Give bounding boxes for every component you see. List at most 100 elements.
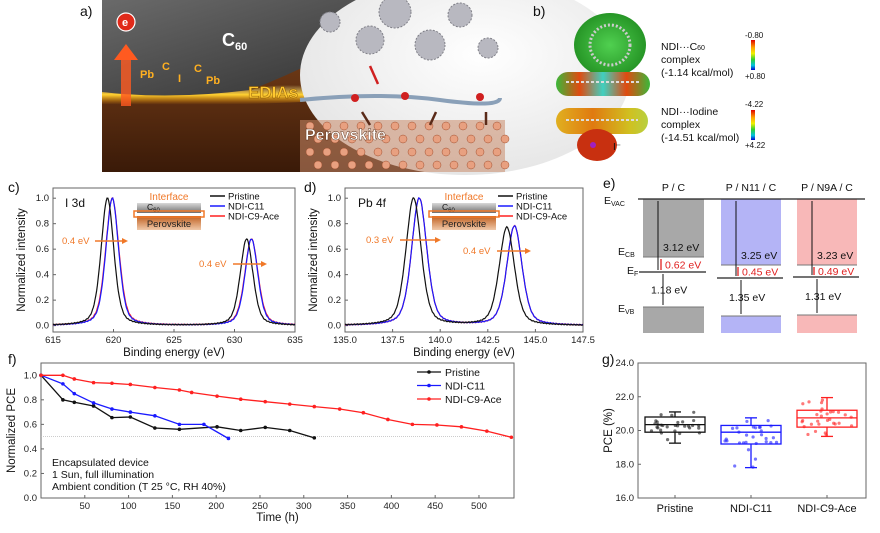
energy-level-label: EVB [618,303,635,316]
shift-label: 0.3 eV [366,235,394,246]
lattice-atom [466,134,476,144]
c60-molecule [319,11,341,33]
lattice-atom [390,147,400,157]
sample-point [670,413,674,417]
lattice-atom [500,160,510,170]
lattice-atom [458,121,468,131]
sample-point [809,422,814,426]
colorbar2-bottom: +4.22 [745,141,766,150]
sample-point [676,424,680,428]
y-tick-label: 0.8 [24,395,37,406]
series-line-ndi-c9-ace [41,374,512,438]
data-point [61,382,65,386]
y-tick-label: 0.2 [328,295,341,306]
y-tick-label: 0.4 [24,444,37,455]
inset-title: Interface [150,192,189,203]
sample-point [753,457,758,461]
data-point [226,436,231,441]
sample-point [741,441,746,445]
sample-point [692,418,696,423]
sample-point [697,423,701,428]
panel-c-xps-i3d: c) I 3d 615 620 625 630 635 0.0 0.2 0.4 0.6 0.8 1.… [8,179,303,359]
sample-point [820,398,825,402]
panel-a-label: a) [80,3,92,19]
data-point [238,397,243,402]
x-axis-label: Time (h) [256,512,299,524]
y-tick-label: 0.4 [328,270,341,281]
column-title: P / N11 / C [726,182,777,194]
y-tick-label: 0.0 [36,321,49,332]
legend-marker [427,370,431,374]
c60-esp-surface [574,13,646,77]
y-axis-label: PCE (%) [603,408,615,453]
complex1-energy: (-1.14 kcal/mol) [661,67,733,79]
sample-point [837,421,841,425]
x-tick-label: 137.5 [381,335,405,346]
sample-point [659,428,663,432]
inset-c60-layer [432,203,496,213]
shift-arrowhead [261,261,267,267]
energy-level-label: EVAC [604,195,625,208]
c60-molecule [477,37,499,59]
data-point [153,426,157,430]
lattice-atom [483,160,493,170]
lattice-atom [432,134,442,144]
sample-point [676,420,680,425]
legend-label: NDI-C9-Ace [228,212,279,223]
lattice-atom [322,147,332,157]
panel-d-xps-pb4f: d) Pb 4f 135.0 137.5 140.0 142.5 145.0 147.5 0… [304,179,595,359]
oxygen-atom [401,92,409,100]
sample-point [737,430,741,434]
sample-point [815,413,819,417]
data-point [61,398,65,402]
category-label: NDI-C9-Ace [797,503,856,515]
data-point [72,400,77,405]
inset-perovskite-layer [432,216,496,230]
y-tick-label: 0.6 [36,244,49,255]
x-tick-label: 135.0 [333,335,357,346]
y-tick-label: 20.0 [616,426,635,437]
x-tick-label: 635 [287,335,303,346]
x-tick-label: 625 [166,335,182,346]
sample-point [686,424,691,428]
y-tick-label: 18.0 [616,459,635,470]
conduction-band [797,199,857,265]
data-point [110,407,114,411]
lattice-atom [313,134,323,144]
sample-point [690,423,695,428]
y-tick-label: 16.0 [616,493,635,504]
c60-molecule [378,0,412,29]
x-tick-label: 50 [80,501,91,512]
category-label: NDI-C11 [730,503,772,515]
inset-perovskite-label: Perovskite [147,219,191,230]
atom-label: Pb [206,75,220,87]
sample-point [819,414,823,418]
data-point [177,427,182,432]
sample-point [735,426,739,430]
sample-point [764,440,768,444]
shift-label: 0.4 eV [62,236,90,247]
sample-point [692,410,696,414]
lattice-atom [322,121,332,131]
data-point [263,399,268,404]
ef-cb-gap-value: 0.45 eV [742,267,778,279]
x-tick-label: 300 [296,501,312,512]
lattice-atom [407,147,417,157]
legend-marker [427,383,431,388]
interaction-arrow [368,65,380,85]
column-title: P / N9A / C [801,182,853,194]
edias-label: EDIAs [248,83,298,102]
lattice-atom [305,121,315,131]
y-tick-label: 1.0 [36,193,49,204]
sample-point [825,412,829,416]
lattice-atom [466,160,476,170]
ef-cb-gap-value: 0.49 eV [818,266,854,278]
ef-vb-gap-value: 1.18 eV [651,285,687,297]
data-point [215,425,219,429]
y-tick-label: 0.8 [328,219,341,230]
conduction-band [721,199,781,265]
ef-vb-gap-value: 1.35 eV [729,292,765,304]
y-axis-label: Normalized intensity [308,208,320,312]
panel-a: a) e C60 Pb C I C Pb EDIAs Perovskite [80,0,630,175]
data-point [435,423,439,427]
